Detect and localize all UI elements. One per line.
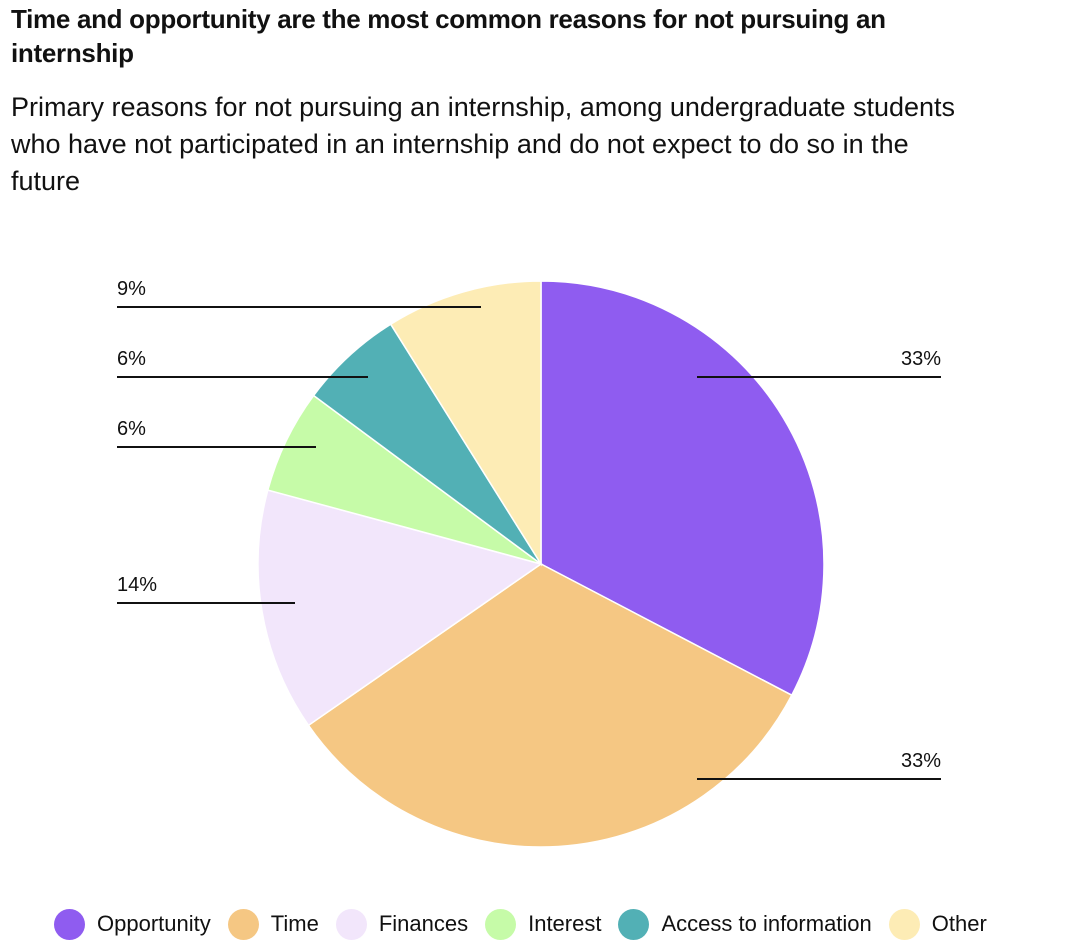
legend-swatch-finances bbox=[335, 908, 367, 940]
pie-slice-time bbox=[307, 563, 793, 848]
legend-item-finances: Finances bbox=[335, 908, 469, 940]
value-label-interest: 6% bbox=[117, 418, 146, 440]
legend-swatch-time bbox=[227, 908, 259, 940]
pie-slice-finances bbox=[257, 489, 543, 727]
value-label-access-to-information: 6% bbox=[117, 348, 146, 370]
legend-label-opportunity: Opportunity bbox=[97, 911, 211, 936]
legend-item-other: Other bbox=[888, 908, 987, 940]
value-label-time: 33% bbox=[901, 750, 941, 772]
pie-chart: 33% 33% 14% 6% 6% 9% bbox=[117, 278, 941, 848]
legend-label-finances: Finances bbox=[378, 911, 469, 936]
legend-item-access-to-information: Access to information bbox=[618, 908, 872, 940]
legend-swatch-access-to-information bbox=[618, 908, 650, 940]
legend-item-opportunity: Opportunity bbox=[54, 908, 211, 940]
pie-slice-opportunity bbox=[540, 280, 825, 697]
chart-title: Time and opportunity are the most common… bbox=[11, 4, 886, 68]
legend-item-time: Time bbox=[227, 908, 319, 940]
legend-label-interest: Interest bbox=[528, 911, 602, 936]
legend-label-access-to-information: Access to information bbox=[661, 911, 872, 936]
legend-swatch-other bbox=[888, 908, 920, 940]
legend-swatch-interest bbox=[485, 908, 517, 940]
legend-label-other: Other bbox=[931, 911, 987, 936]
leader-lines bbox=[117, 306, 941, 780]
pie-slice-other bbox=[389, 280, 542, 567]
value-label-opportunity: 33% bbox=[901, 348, 941, 370]
legend-item-interest: Interest bbox=[485, 908, 602, 940]
value-label-finances: 14% bbox=[117, 574, 157, 596]
value-label-other: 9% bbox=[117, 278, 146, 300]
value-labels: 33% 33% 14% 6% 6% 9% bbox=[117, 278, 941, 772]
chart-subtitle: Primary reasons for not pursuing an inte… bbox=[11, 92, 956, 196]
legend: Opportunity Time Finances Interest Access to… bbox=[54, 906, 1004, 942]
legend-label-time: Time bbox=[270, 911, 319, 936]
pie-slices bbox=[257, 280, 825, 848]
legend-swatch-opportunity bbox=[54, 908, 85, 940]
